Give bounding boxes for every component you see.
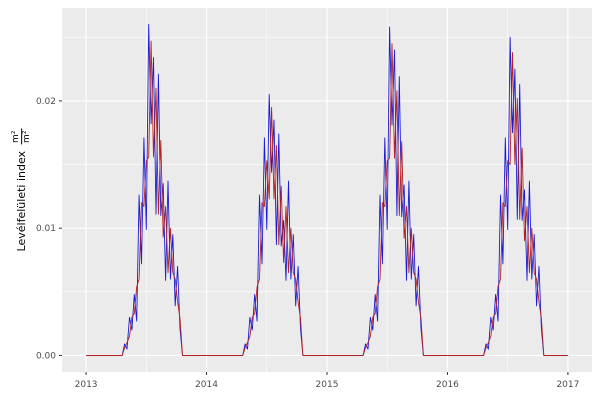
y-tick-label: 0.01 [36,224,56,234]
y-axis-label: Levélfelületi index m² m² [11,128,33,252]
x-tick-label: 2013 [75,380,98,390]
x-tick-label: 2015 [316,380,339,390]
x-tick-label: 2016 [436,380,459,390]
y-axis-label-fraction: m² m² [11,128,33,145]
x-tick-label: 2017 [556,380,579,390]
y-tick-label: 0.00 [36,351,56,361]
y-tick-label: 0.02 [36,97,56,107]
fraction-denominator: m² [21,128,33,145]
y-axis-label-text: Levélfelületi index [15,150,29,252]
y-axis-label-area: Levélfelületi index m² m² [0,0,44,380]
x-tick-label: 2014 [195,380,218,390]
fraction-numerator: m² [11,130,22,143]
series-line-darkred [86,40,568,356]
